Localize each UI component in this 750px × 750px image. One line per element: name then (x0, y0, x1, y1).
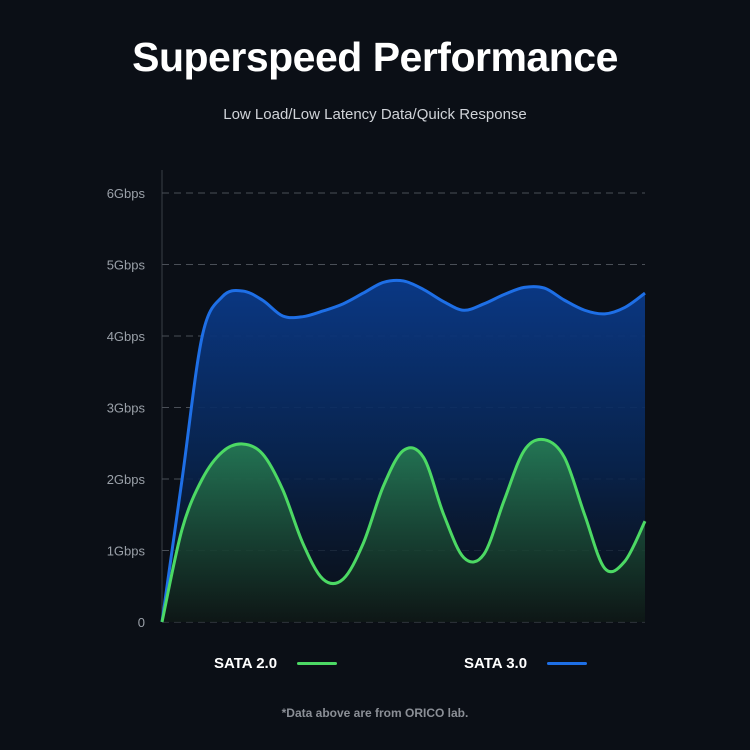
y-tick-label: 3Gbps (107, 401, 146, 416)
legend-label: SATA 3.0 (464, 655, 528, 672)
y-tick-label: 2Gbps (107, 472, 146, 487)
line-sata-3-0 (160, 278, 646, 623)
legend-swatch (297, 662, 338, 665)
page-title: Superspeed Performance (132, 34, 618, 80)
legend-swatch (547, 662, 588, 665)
page-subtitle: Low Load/Low Latency Data/Quick Response (223, 106, 527, 123)
y-tick-label: 4Gbps (107, 329, 146, 344)
legend-sata2: SATA 2.0 (214, 655, 338, 672)
legend-sata3: SATA 3.0 (464, 655, 588, 672)
footnote: *Data above are from ORICO lab. (281, 706, 469, 720)
area-sata-2-0 (162, 439, 645, 622)
y-tick-label: 0 (138, 615, 145, 630)
y-tick-label: 1Gbps (107, 544, 146, 559)
y-tick-label: 5Gbps (107, 258, 146, 273)
y-tick-label: 6Gbps (107, 186, 146, 201)
legend-label: SATA 2.0 (214, 655, 278, 672)
line-sata-2-0 (160, 437, 647, 623)
